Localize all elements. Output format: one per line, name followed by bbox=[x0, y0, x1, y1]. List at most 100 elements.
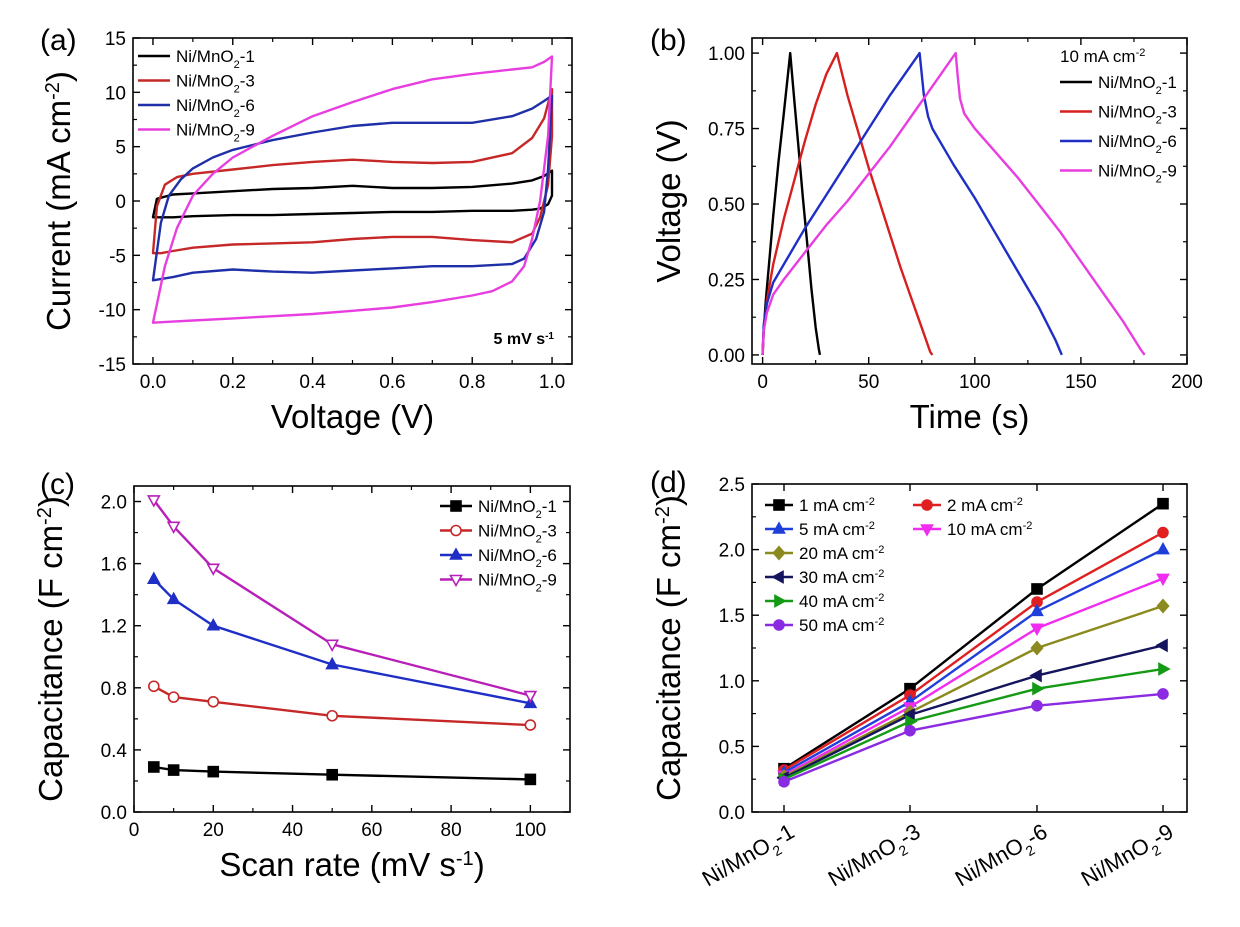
data-point bbox=[1030, 623, 1044, 636]
data-point bbox=[148, 680, 160, 693]
data-point bbox=[206, 618, 221, 631]
data-point bbox=[1030, 640, 1044, 656]
series-2 bbox=[148, 680, 537, 731]
y-axis-title: Current (mA cm-2) bbox=[40, 71, 77, 331]
x-category-label: Ni/MnO2-9 bbox=[1077, 819, 1181, 897]
legend: Ni/MnO2-1Ni/MnO2-3Ni/MnO2-6Ni/MnO2-9 bbox=[440, 497, 557, 595]
legend-label: 1 mA cm-2 bbox=[799, 496, 875, 515]
series-1 bbox=[778, 497, 1169, 775]
data-point bbox=[167, 691, 180, 703]
data-point bbox=[772, 521, 786, 534]
x-tick-label: 40 bbox=[282, 820, 303, 841]
data-point bbox=[523, 690, 538, 704]
data-point bbox=[1029, 668, 1042, 683]
y-axis-title: Voltage (V) bbox=[650, 119, 687, 282]
data-point bbox=[166, 591, 181, 605]
data-point bbox=[1031, 699, 1043, 712]
data-point bbox=[771, 570, 784, 584]
legend-label: 10 mA cm-2 bbox=[947, 520, 1032, 539]
series-3 bbox=[146, 571, 538, 709]
data-point bbox=[1156, 573, 1170, 587]
y-tick-label: 10 bbox=[105, 83, 126, 104]
series-1 bbox=[148, 761, 537, 786]
x-tick-label: 80 bbox=[441, 820, 462, 841]
data-point bbox=[904, 724, 916, 737]
x-tick-label: 0.6 bbox=[379, 372, 405, 393]
panel-label: (d) bbox=[650, 466, 687, 499]
series-2 bbox=[778, 526, 1169, 776]
series-4 bbox=[761, 51, 1146, 356]
data-point bbox=[1030, 603, 1044, 617]
legend-label: 5 mA cm-2 bbox=[799, 520, 875, 539]
x-tick-label: 100 bbox=[515, 820, 547, 841]
legend-label: Ni/MnO2-6 bbox=[1098, 132, 1177, 156]
x-category-label: Ni/MnO2-3 bbox=[824, 819, 928, 897]
series-line bbox=[783, 692, 1164, 783]
data-point bbox=[1157, 497, 1169, 510]
y-tick-label: 2.0 bbox=[101, 493, 127, 514]
data-point bbox=[1155, 638, 1168, 653]
y-tick-label: 5 bbox=[115, 138, 126, 159]
data-point bbox=[449, 547, 463, 560]
data-point bbox=[449, 574, 463, 588]
y-tick-label: 0.75 bbox=[708, 120, 745, 141]
series-line bbox=[761, 51, 1063, 356]
y-tick-label: 2.0 bbox=[719, 541, 745, 562]
legend-label: Ni/MnO2-9 bbox=[176, 121, 255, 145]
legend-label: Ni/MnO2-6 bbox=[176, 96, 255, 120]
x-tick-label: 0 bbox=[129, 820, 140, 841]
data-point bbox=[1156, 598, 1170, 614]
y-tick-label: 0.4 bbox=[101, 741, 128, 762]
x-axis-title: Scan rate (mV s-1) bbox=[219, 846, 484, 883]
legend-label: Ni/MnO2-3 bbox=[1098, 103, 1177, 127]
series-2 bbox=[761, 51, 934, 356]
panel-label: (c) bbox=[40, 468, 75, 501]
x-tick-label: 0.2 bbox=[220, 372, 246, 393]
plot-frame bbox=[751, 37, 1188, 365]
series-line bbox=[783, 667, 1164, 781]
series-line bbox=[783, 644, 1164, 779]
series-line bbox=[151, 169, 554, 219]
series-line bbox=[783, 548, 1164, 774]
legend-label: Ni/MnO2-1 bbox=[478, 497, 557, 521]
legend-label: 50 mA cm-2 bbox=[799, 616, 884, 635]
y-tick-label: -10 bbox=[99, 301, 126, 322]
series-line bbox=[152, 578, 531, 705]
legend: Ni/MnO2-1Ni/MnO2-3Ni/MnO2-6Ni/MnO2-9 bbox=[138, 47, 255, 145]
series-line bbox=[761, 51, 822, 356]
plot-frame bbox=[133, 485, 571, 813]
y-tick-label: 0.50 bbox=[708, 195, 745, 216]
panel-d: 0.0 0.5 1.0 1.5 2.0 2.5 Ni/MnO2-1 Ni/MnO2-3 Ni/M… bbox=[650, 466, 1188, 897]
data-point bbox=[326, 709, 338, 722]
series-line bbox=[783, 577, 1164, 777]
series-line bbox=[761, 51, 1146, 356]
y-tick-label: 1.2 bbox=[101, 617, 127, 638]
data-point bbox=[524, 773, 537, 786]
x-tick-label: 200 bbox=[1171, 372, 1203, 393]
y-tick-label: 15 bbox=[105, 29, 126, 50]
data-point bbox=[1032, 681, 1045, 696]
x-axis-title: Time (s) bbox=[910, 398, 1030, 435]
data-point bbox=[450, 524, 462, 537]
legend-label: Ni/MnO2-3 bbox=[176, 72, 255, 96]
y-tick-label: -5 bbox=[109, 246, 126, 267]
x-tick-label: 1.0 bbox=[539, 372, 565, 393]
panel-label: (b) bbox=[650, 24, 687, 57]
y-tick-label: 0.5 bbox=[719, 737, 745, 758]
series-line bbox=[783, 531, 1164, 772]
data-point bbox=[524, 719, 537, 731]
series-1 bbox=[761, 51, 822, 356]
legend-label: 30 mA cm-2 bbox=[799, 568, 884, 587]
data-point bbox=[772, 545, 786, 561]
y-tick-label: 2.5 bbox=[719, 475, 745, 496]
data-point bbox=[1157, 526, 1169, 539]
data-point bbox=[325, 639, 340, 653]
data-point bbox=[326, 768, 338, 781]
x-tick-label: 50 bbox=[858, 372, 879, 393]
y-tick-label: 0 bbox=[115, 192, 126, 213]
legend-label: Ni/MnO2-9 bbox=[1098, 162, 1177, 186]
y-tick-label: 0.8 bbox=[101, 679, 127, 700]
legend: 10 mA cm-2 Ni/MnO2-1 Ni/MnO2-3 Ni/MnO2-6 Ni/… bbox=[1060, 47, 1177, 186]
y-tick-label: 0.0 bbox=[101, 803, 127, 824]
